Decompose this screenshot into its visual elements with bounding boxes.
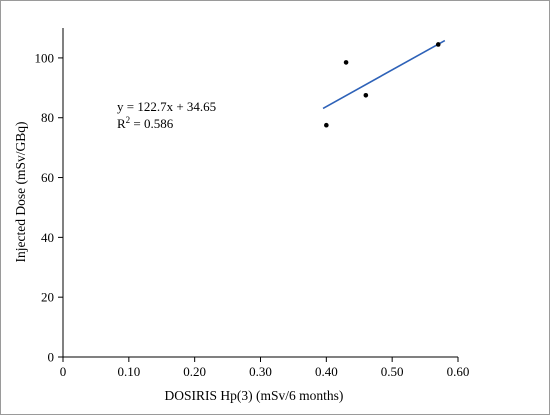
- x-tick-label: 0.20: [183, 364, 206, 379]
- x-tick-label: 0.30: [249, 364, 272, 379]
- data-point: [363, 92, 369, 98]
- y-tick-label: 40: [41, 230, 54, 245]
- data-point: [435, 42, 441, 47]
- x-tick-label: 0.40: [315, 364, 338, 379]
- r-squared-exponent: 2: [126, 115, 131, 125]
- y-ticks: 0 20 40 60 80 100: [35, 50, 63, 365]
- x-ticks: 0 0.10 0.20 0.30 0.40 0.50 0.60: [60, 357, 470, 379]
- trendline-equation: y = 122.7x + 34.65: [117, 99, 216, 114]
- y-tick-label: 0: [48, 350, 55, 365]
- y-axis-label: Injected Dose (mSv/GBq): [13, 122, 28, 263]
- data-points: [324, 42, 441, 128]
- r-squared-letter: R: [117, 116, 126, 131]
- x-tick-label: 0.50: [381, 364, 404, 379]
- axes: [62, 28, 458, 358]
- r-squared-label: R2 = 0.586: [117, 115, 174, 131]
- x-tick-label: 0: [60, 364, 67, 379]
- trendline: [322, 39, 446, 110]
- trendline-layer: [322, 39, 446, 110]
- y-tick-label: 60: [41, 170, 54, 185]
- x-tick-label: 0.60: [447, 364, 470, 379]
- x-axis-label: DOSIRIS Hp(3) (mSv/6 months): [165, 388, 344, 403]
- y-tick-label: 20: [41, 290, 54, 305]
- r-squared-value: = 0.586: [130, 116, 174, 131]
- data-point: [324, 122, 329, 128]
- x-tick-label: 0.10: [117, 364, 140, 379]
- data-point: [343, 60, 349, 65]
- y-tick-label: 80: [41, 110, 54, 125]
- y-tick-label: 100: [35, 50, 55, 65]
